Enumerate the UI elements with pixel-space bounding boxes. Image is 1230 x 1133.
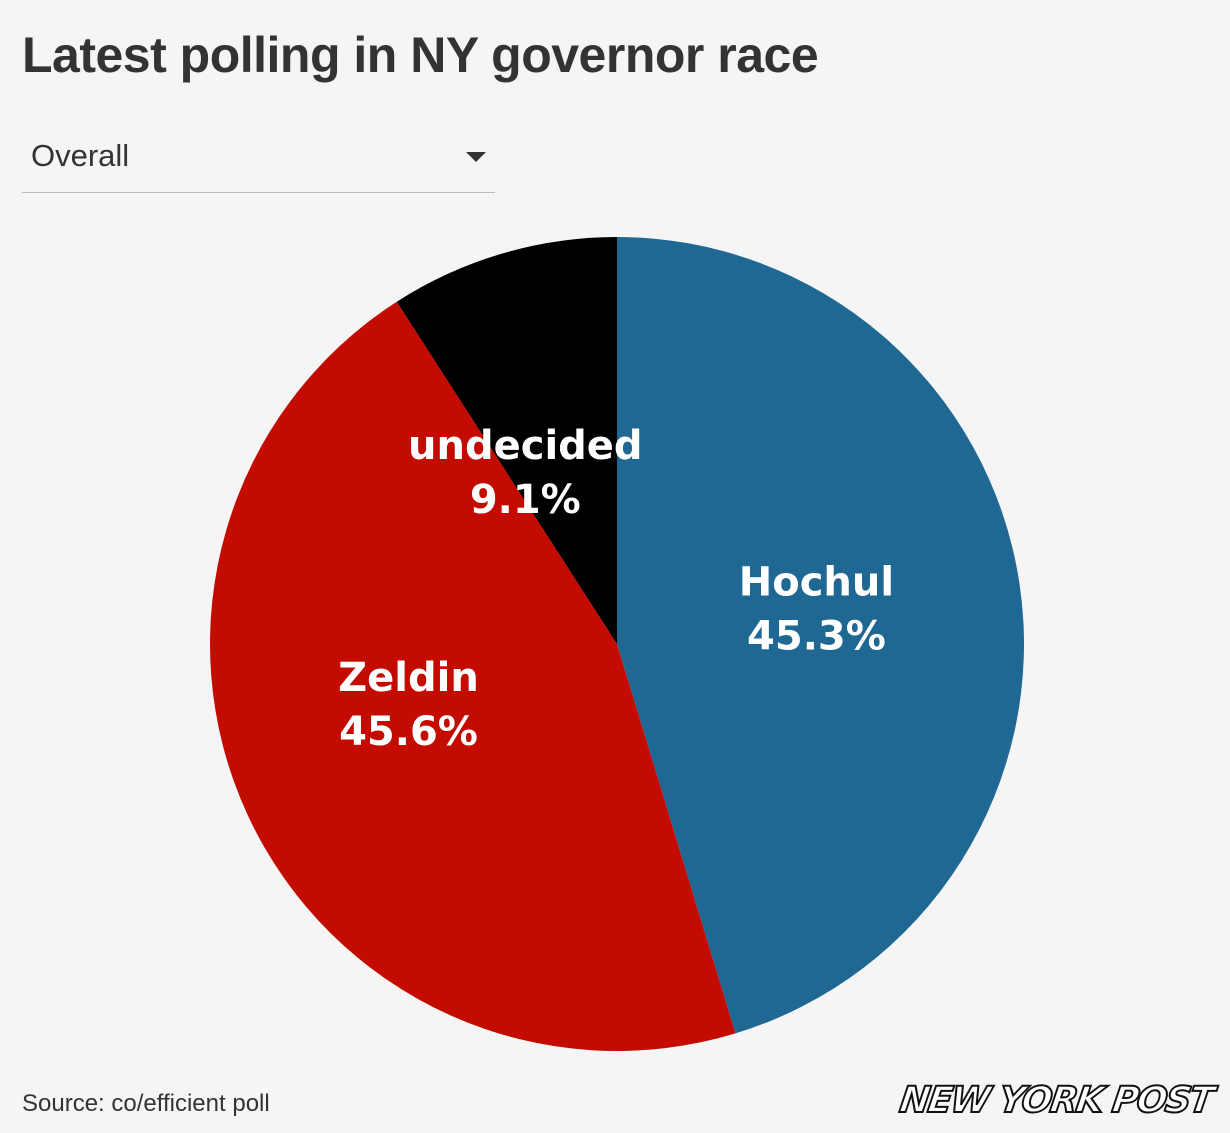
source-note: Source: co/efficient poll	[22, 1090, 270, 1117]
category-dropdown[interactable]: Overall	[22, 128, 495, 193]
new-york-post-logo: NEW YORK POST	[896, 1079, 1216, 1122]
pie-slice-zeldin[interactable]	[209, 301, 736, 1051]
caret-down-icon[interactable]	[466, 152, 486, 162]
slice-label-undecided: undecided	[408, 423, 643, 469]
pie-slice-hochul[interactable]	[617, 237, 1025, 1034]
slice-label-zeldin: Zeldin	[338, 655, 479, 701]
chart-title: Latest polling in NY governor race	[22, 27, 819, 83]
dropdown-selected-value: Overall	[31, 138, 130, 173]
slice-value-zeldin: 45.6%	[339, 709, 478, 755]
slice-label-hochul: Hochul	[739, 560, 894, 606]
slice-value-hochul: 45.3%	[747, 614, 886, 660]
slice-value-undecided: 9.1%	[470, 477, 581, 523]
pie-slice-undecided[interactable]	[396, 237, 617, 644]
